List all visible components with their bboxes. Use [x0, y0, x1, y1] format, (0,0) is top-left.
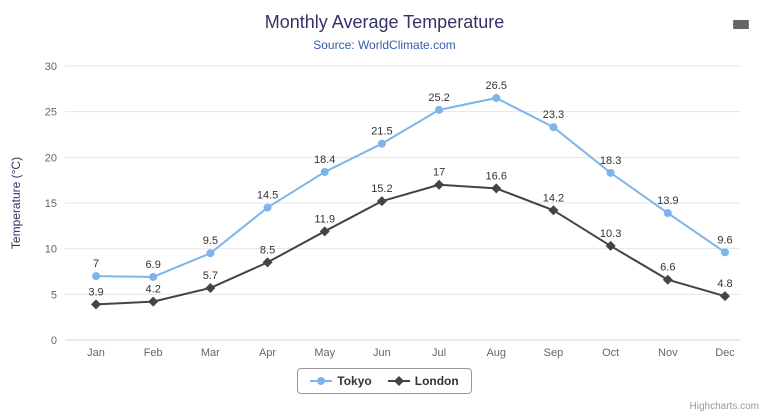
- x-axis-tick-label: Mar: [201, 347, 220, 359]
- data-label: 4.2: [146, 284, 161, 296]
- data-point-marker[interactable]: [262, 257, 273, 268]
- y-axis-tick-label: 30: [45, 61, 57, 73]
- data-point-marker[interactable]: [549, 123, 558, 132]
- data-point-marker[interactable]: [662, 274, 673, 285]
- y-axis-tick-label: 25: [45, 107, 57, 119]
- data-label: 18.4: [314, 154, 335, 166]
- x-axis-tick-label: Oct: [602, 347, 619, 359]
- x-axis-tick-label: Apr: [259, 347, 276, 359]
- data-point-marker[interactable]: [149, 272, 158, 281]
- legend-label: Tokyo: [337, 374, 372, 388]
- data-label: 21.5: [371, 126, 392, 138]
- data-point-marker[interactable]: [721, 248, 729, 257]
- x-axis-tick-label: Aug: [486, 347, 506, 359]
- x-axis-tick-label: Sep: [544, 347, 564, 359]
- data-label: 10.3: [600, 228, 621, 240]
- data-point-marker[interactable]: [377, 139, 386, 148]
- data-label: 9.6: [717, 234, 732, 246]
- data-label: 9.5: [203, 235, 218, 247]
- data-point-marker[interactable]: [606, 168, 615, 177]
- x-axis-tick-label: Nov: [658, 347, 678, 359]
- data-point-marker[interactable]: [205, 282, 216, 293]
- legend-marker-shape: [317, 377, 326, 385]
- y-axis-tick-label: 5: [51, 289, 57, 301]
- data-point-marker[interactable]: [605, 240, 616, 251]
- data-point-marker[interactable]: [491, 183, 502, 194]
- y-axis-tick-label: 20: [45, 152, 57, 164]
- data-label: 5.7: [203, 270, 218, 282]
- data-label: 11.9: [314, 213, 335, 225]
- data-point-marker[interactable]: [376, 196, 387, 207]
- tokyo-series-marker-icon: [310, 377, 333, 385]
- legend: Tokyo London: [0, 368, 769, 394]
- data-point-marker[interactable]: [92, 272, 100, 281]
- data-label: 14.2: [543, 192, 564, 204]
- hamburger-menu-icon: [733, 19, 753, 29]
- data-point-marker[interactable]: [663, 209, 672, 218]
- data-label: 8.5: [260, 244, 275, 256]
- data-label: 15.2: [371, 183, 392, 195]
- data-label: 16.6: [486, 170, 507, 182]
- data-label: 23.3: [543, 109, 564, 121]
- data-label: 25.2: [428, 92, 449, 104]
- data-point-marker[interactable]: [434, 179, 445, 190]
- x-axis-tick-label: Jun: [373, 347, 391, 359]
- data-point-marker[interactable]: [320, 167, 329, 176]
- data-label: 17: [433, 167, 445, 179]
- legend-label: London: [414, 374, 459, 388]
- legend-item-tokyo[interactable]: Tokyo: [310, 374, 372, 388]
- legend-marker-shape: [393, 376, 404, 386]
- x-axis-tick-label: May: [314, 347, 335, 359]
- london-series-line: [95, 183, 726, 306]
- y-axis-tick-label: 15: [45, 198, 57, 210]
- export-menu-button[interactable]: [731, 14, 755, 34]
- data-point-marker[interactable]: [91, 299, 101, 310]
- data-point-marker[interactable]: [435, 105, 444, 114]
- y-axis-tick-label: 10: [45, 244, 57, 256]
- data-label: 3.9: [88, 286, 103, 298]
- london-series-marker-icon: [387, 376, 410, 386]
- y-axis-tick-label: 0: [51, 335, 57, 347]
- data-label: 13.9: [657, 195, 678, 207]
- data-point-marker[interactable]: [206, 249, 215, 258]
- x-axis-tick-label: Jul: [432, 347, 446, 359]
- data-point-marker[interactable]: [548, 205, 559, 216]
- x-axis-tick-label: Feb: [144, 347, 163, 359]
- tokyo-series-line: [95, 96, 726, 278]
- data-point-marker[interactable]: [319, 226, 330, 237]
- data-label: 18.3: [600, 155, 621, 167]
- data-label: 6.6: [660, 262, 675, 274]
- data-label: 14.5: [257, 190, 278, 202]
- x-axis-tick-label: Jan: [87, 347, 105, 359]
- legend-item-london[interactable]: London: [387, 374, 459, 388]
- data-label: 26.5: [486, 80, 507, 92]
- data-label: 7: [93, 258, 99, 270]
- x-axis-tick-label: Dec: [715, 347, 735, 359]
- data-point-marker[interactable]: [492, 93, 501, 102]
- data-point-marker[interactable]: [720, 291, 730, 302]
- data-label: 6.9: [146, 259, 161, 271]
- legend-box: Tokyo London: [297, 368, 472, 394]
- credits-link[interactable]: Highcharts.com: [689, 401, 759, 412]
- data-label: 4.8: [717, 278, 732, 290]
- chart-title: Monthly Average Temperature: [264, 12, 505, 32]
- chart-subtitle: Source: WorldClimate.com: [313, 38, 456, 52]
- data-point-marker[interactable]: [263, 203, 272, 212]
- data-point-marker[interactable]: [148, 296, 159, 307]
